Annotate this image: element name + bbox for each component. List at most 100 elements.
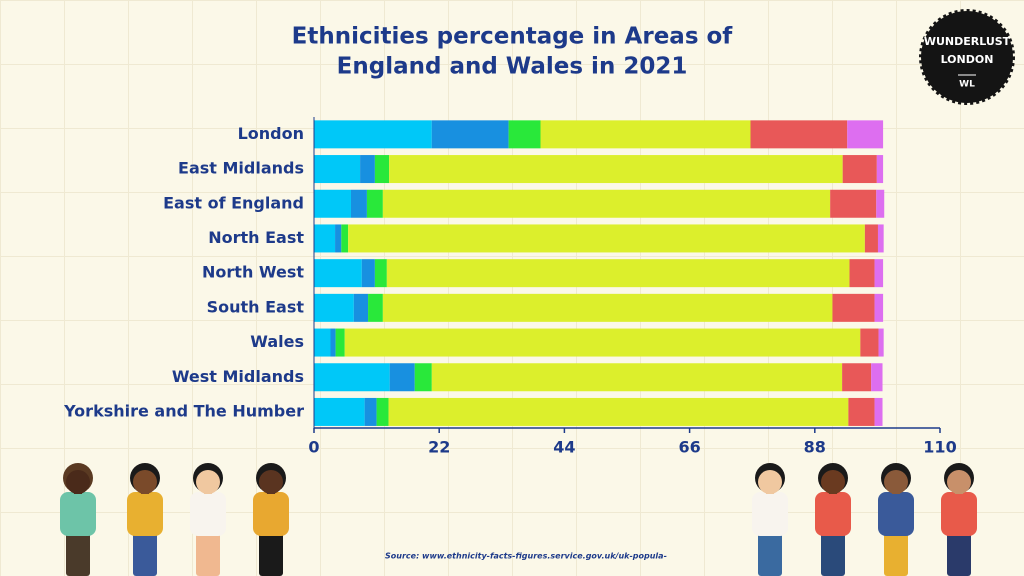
person-body (190, 492, 226, 536)
bar-segment (386, 259, 850, 288)
logo-text: WUNDERLUST (924, 35, 1011, 48)
bar-segment (847, 120, 884, 149)
person-head (196, 470, 220, 494)
person-body (878, 492, 914, 536)
bar-segment (874, 397, 883, 426)
bar-segment (508, 120, 541, 149)
bar-segment (376, 397, 389, 426)
bar-segment (431, 120, 509, 149)
bar-segment (314, 328, 331, 357)
bar-segment (830, 189, 877, 218)
logo-text: WL (959, 80, 975, 90)
chart-title: Ethnicities percentage in Areas of (292, 24, 734, 50)
x-tick-label: 22 (428, 438, 450, 457)
y-tick-label: North West (202, 263, 304, 282)
bar-segment (314, 397, 365, 426)
bar-segment (314, 363, 390, 392)
bar-segment (876, 155, 884, 184)
person-legs (66, 530, 90, 576)
bar-segment (314, 224, 336, 253)
chart-title: England and Wales in 2021 (337, 54, 688, 80)
bar-segment (864, 224, 878, 253)
bar-segment (366, 189, 383, 218)
person-head (758, 470, 782, 494)
person-head (947, 470, 971, 494)
y-tick-label: South East (207, 297, 305, 316)
logo-text: LONDON (941, 53, 994, 66)
bar-segment (344, 328, 861, 357)
bar-segment (314, 155, 361, 184)
bar-segment (860, 328, 879, 357)
bar-segment (350, 189, 367, 218)
bar-segment (876, 189, 885, 218)
bar-segment (874, 259, 884, 288)
bar-segment (878, 328, 884, 357)
y-tick-label: East of England (163, 193, 304, 212)
bar-segment (374, 155, 390, 184)
y-tick-label: Wales (250, 332, 304, 351)
bar-segment (877, 224, 884, 253)
bar-segment (348, 224, 865, 253)
bar-segment (314, 120, 432, 149)
bar-segment (871, 363, 883, 392)
bar-segment (414, 363, 432, 392)
person-body (752, 492, 788, 536)
person-head (133, 470, 157, 494)
x-tick-label: 110 (923, 438, 956, 457)
person-head (66, 470, 90, 494)
bar-segment (330, 328, 336, 357)
person-legs (758, 530, 782, 576)
y-tick-label: Yorkshire and The Humber (63, 401, 304, 420)
bar-segment (540, 120, 751, 149)
bar-segment (849, 259, 875, 288)
x-tick-label: 44 (553, 438, 575, 457)
bar-segment (388, 397, 849, 426)
x-tick-label: 66 (678, 438, 700, 457)
person-body (60, 492, 96, 536)
bar-segment (389, 363, 415, 392)
y-tick-label: East Midlands (178, 159, 304, 178)
y-tick-label: North East (208, 228, 304, 247)
person-legs (821, 530, 845, 576)
bar-segment (382, 189, 831, 218)
source: Source: www.ethnicity-facts-figures.serv… (385, 552, 667, 561)
bar-segment (314, 189, 351, 218)
bar-segment (353, 293, 369, 322)
bar-segment (314, 259, 362, 288)
y-tick-label: West Midlands (172, 367, 304, 386)
person-head (821, 470, 845, 494)
bar-segment (341, 224, 349, 253)
bar-segment (374, 259, 387, 288)
person-body (253, 492, 289, 536)
x-tick-label: 88 (804, 438, 826, 457)
bar-segment (368, 293, 383, 322)
people (60, 463, 977, 576)
bar-segment (832, 293, 875, 322)
bar-segment (382, 293, 833, 322)
bar-segment (335, 224, 342, 253)
bar-segment (314, 293, 354, 322)
logo: WUNDERLUST LONDON WL (919, 9, 1015, 105)
bar-segment (335, 328, 345, 357)
person-body (815, 492, 851, 536)
x-tick-label: 0 (308, 438, 319, 457)
bar-segment (750, 120, 848, 149)
person-body (127, 492, 163, 536)
person-legs (196, 530, 220, 576)
person-head (259, 470, 283, 494)
bar-segment (842, 155, 877, 184)
bar-segment (360, 155, 375, 184)
person-body (941, 492, 977, 536)
person-legs (884, 530, 908, 576)
logo-badge (919, 9, 1015, 105)
bar-segment (848, 397, 875, 426)
bar-segment (361, 259, 375, 288)
person-legs (133, 530, 157, 576)
bar-segment (874, 293, 884, 322)
bar-segment (364, 397, 377, 426)
person-legs (259, 530, 283, 576)
bar-segment (842, 363, 872, 392)
bar-segment (389, 155, 843, 184)
